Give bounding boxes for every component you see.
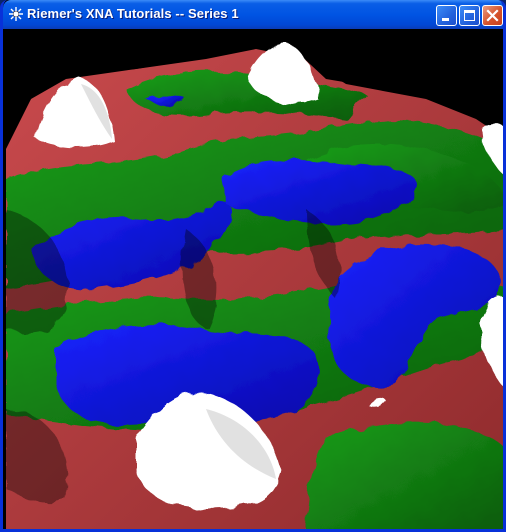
maximize-icon (464, 10, 475, 21)
close-button[interactable] (482, 5, 503, 26)
maximize-button[interactable] (459, 5, 480, 26)
minimize-icon (442, 18, 449, 21)
app-icon[interactable] (8, 6, 24, 22)
terrain-mesh (6, 29, 503, 529)
minimize-button[interactable] (436, 5, 457, 26)
render-viewport[interactable] (6, 29, 503, 529)
close-icon (486, 9, 499, 22)
window-title: Riemer's XNA Tutorials -- Series 1 (27, 6, 239, 21)
title-bar[interactable]: Riemer's XNA Tutorials -- Series 1 (3, 0, 503, 29)
terrain-render (6, 29, 503, 529)
